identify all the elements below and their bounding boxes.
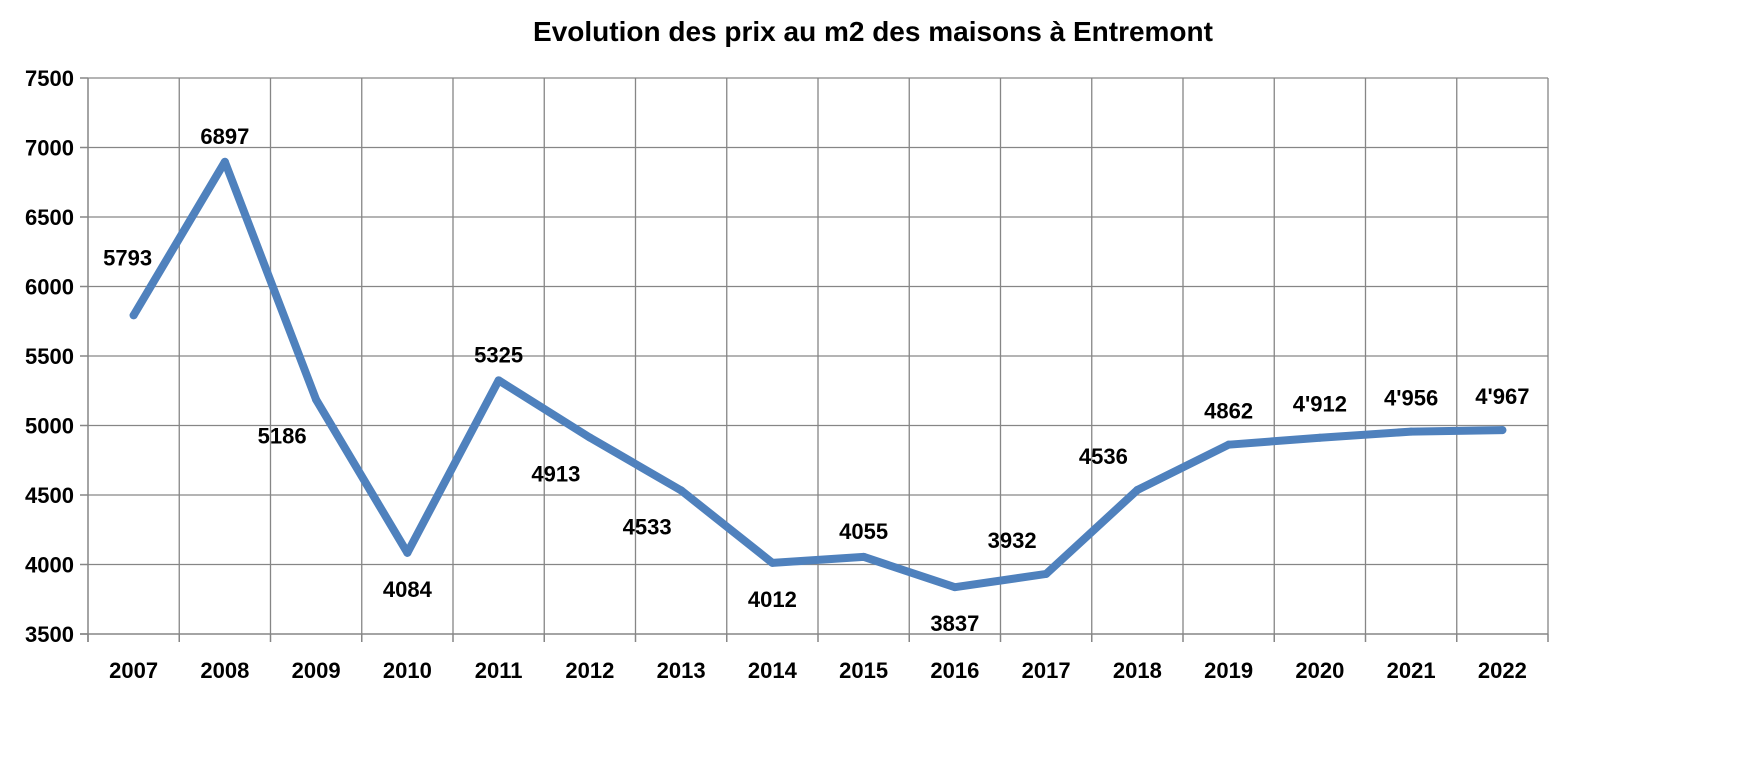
data-label: 4055 (839, 519, 888, 544)
y-tick-label: 3500 (25, 622, 74, 647)
data-label: 4084 (383, 577, 433, 602)
x-tick-label: 2018 (1113, 658, 1162, 683)
series (129, 157, 1507, 592)
x-tick-label: 2019 (1204, 658, 1253, 683)
data-labels: 5793 6897 5186 4084 5325 4913 4533 4012 4055 3837… (103, 124, 1529, 636)
data-label: 5793 (103, 245, 152, 270)
x-tick-label: 2020 (1295, 658, 1344, 683)
data-point (129, 311, 138, 320)
x-tick-label: 2016 (930, 658, 979, 683)
series-line (129, 157, 1507, 592)
x-tick-label: 2009 (292, 658, 341, 683)
y-tick-label: 5500 (25, 344, 74, 369)
data-label: 3932 (988, 528, 1037, 553)
data-label: 4012 (748, 587, 797, 612)
data-point (585, 433, 594, 442)
data-label: 3837 (930, 611, 979, 636)
x-tick-label: 2007 (109, 658, 158, 683)
x-tick-label: 2011 (475, 658, 523, 683)
x-tick-label: 2014 (748, 658, 798, 683)
y-tick-label: 5000 (25, 414, 74, 439)
data-point (1042, 569, 1051, 578)
data-label: 5325 (474, 342, 523, 367)
data-point (403, 548, 412, 557)
y-tick-label: 4000 (25, 553, 74, 578)
data-point (220, 157, 229, 166)
data-point (1315, 433, 1324, 442)
data-point (1407, 427, 1416, 436)
data-point (950, 583, 959, 592)
x-tick-label: 2008 (200, 658, 249, 683)
data-point (1133, 485, 1142, 494)
axes (80, 77, 1549, 642)
data-label: 6897 (200, 124, 249, 149)
data-point (494, 376, 503, 385)
y-tick-label: 4500 (25, 483, 74, 508)
y-tick-label: 7000 (25, 136, 74, 161)
y-tick-labels: 3500 4000 4500 5000 5500 6000 6500 7000 7500 (25, 66, 74, 647)
x-tick-label: 2010 (383, 658, 432, 683)
data-label: 4'956 (1384, 386, 1438, 411)
chart-title: Evolution des prix au m2 des maisons à E… (533, 16, 1213, 47)
x-tick-label: 2017 (1022, 658, 1071, 683)
data-label: 4913 (531, 462, 580, 487)
data-point (1224, 440, 1233, 449)
x-tick-labels: 2007 2008 2009 2010 2011 2012 2013 2014 2015 2016… (109, 658, 1527, 683)
data-label: 4'967 (1475, 384, 1529, 409)
y-tick-label: 7500 (25, 66, 74, 91)
x-tick-label: 2022 (1478, 658, 1527, 683)
x-tick-label: 2012 (565, 658, 614, 683)
data-label: 4536 (1079, 444, 1128, 469)
data-point (312, 395, 321, 404)
data-label: 5186 (258, 424, 307, 449)
data-label: 4862 (1204, 399, 1253, 424)
y-tick-label: 6500 (25, 205, 74, 230)
grid (88, 77, 1549, 634)
y-tick-label: 6000 (25, 275, 74, 300)
data-label: 4533 (623, 514, 672, 539)
data-label: 4'912 (1293, 392, 1347, 417)
x-tick-label: 2021 (1387, 658, 1436, 683)
data-point (1498, 426, 1507, 435)
data-point (859, 552, 868, 561)
x-tick-label: 2013 (657, 658, 706, 683)
data-point (677, 486, 686, 495)
x-tick-label: 2015 (839, 658, 888, 683)
data-point (768, 558, 777, 567)
